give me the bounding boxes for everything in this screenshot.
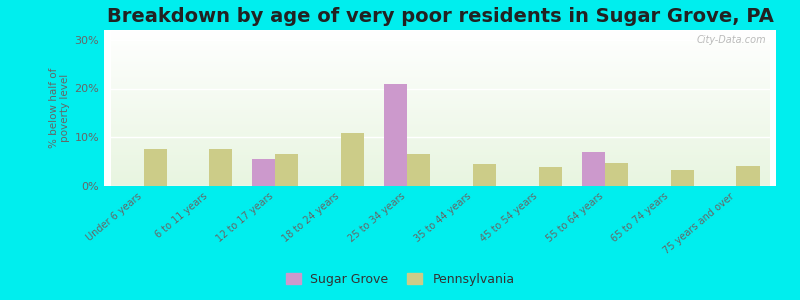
Bar	[341, 133, 364, 186]
Legend: Sugar Grove, Pennsylvania: Sugar Grove, Pennsylvania	[281, 268, 519, 291]
Title: Breakdown by age of very poor residents in Sugar Grove, PA: Breakdown by age of very poor residents …	[106, 7, 774, 26]
Bar	[210, 149, 233, 186]
Bar	[582, 152, 605, 186]
Bar	[143, 149, 166, 186]
Bar	[407, 154, 430, 186]
Text: City-Data.com: City-Data.com	[696, 35, 766, 45]
Bar	[605, 163, 628, 186]
Bar	[670, 170, 694, 186]
Bar	[275, 154, 298, 186]
Bar	[252, 159, 275, 186]
Bar	[737, 166, 759, 186]
Bar	[539, 167, 562, 186]
Y-axis label: % below half of
poverty level: % below half of poverty level	[49, 68, 70, 148]
Bar	[473, 164, 496, 186]
Bar	[384, 84, 407, 186]
